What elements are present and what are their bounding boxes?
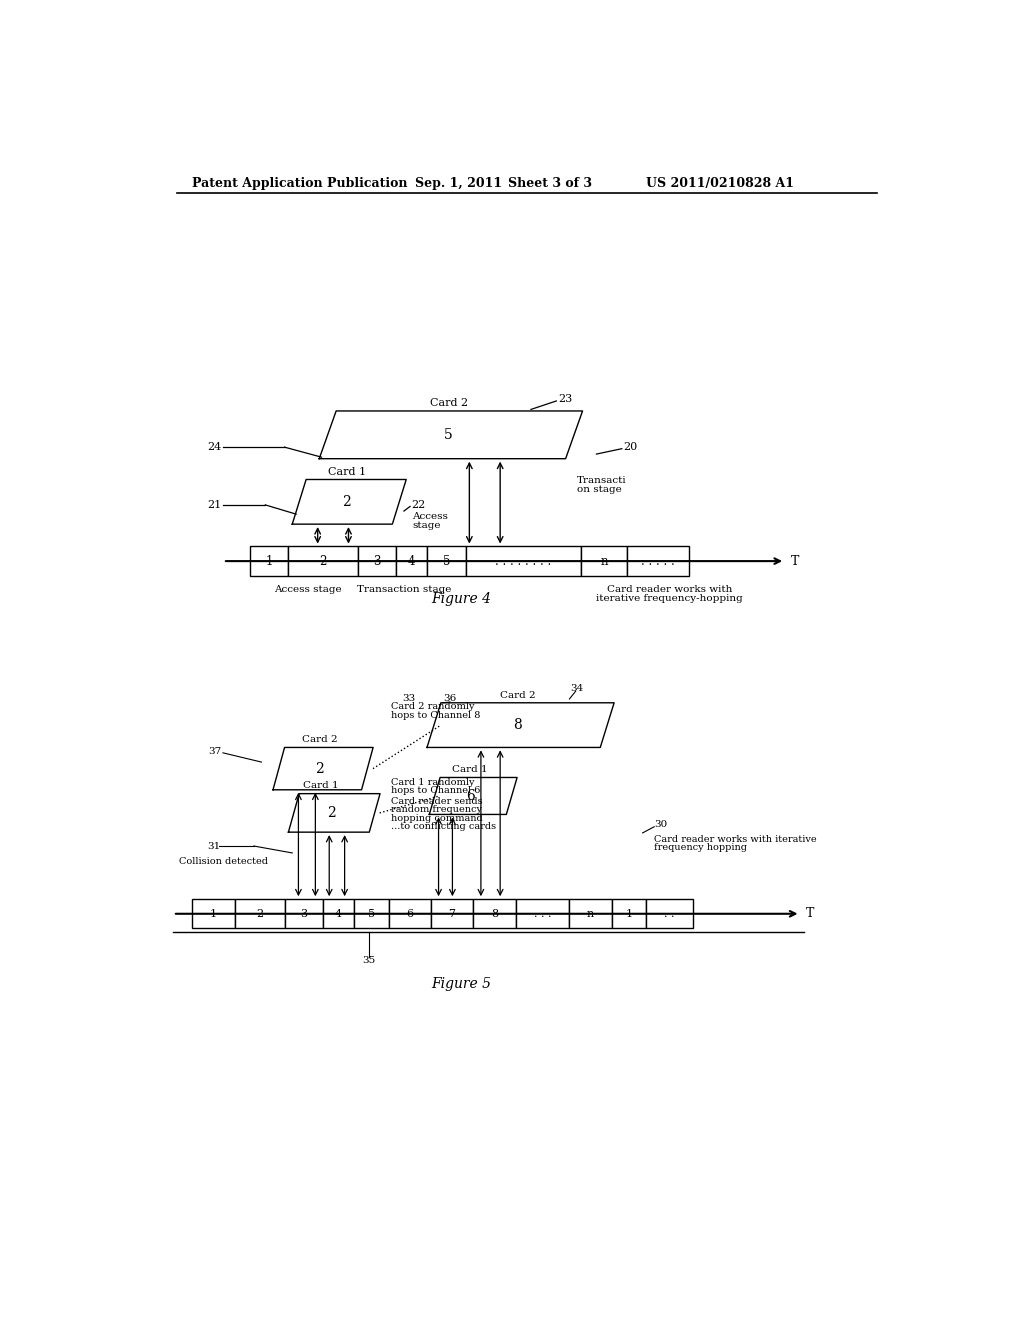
- Text: hops to Channel 6: hops to Channel 6: [391, 787, 480, 795]
- Bar: [431, 899, 473, 928]
- Bar: [396, 546, 427, 576]
- Text: 5: 5: [444, 428, 453, 442]
- Text: frequency hopping: frequency hopping: [654, 843, 748, 851]
- Text: n: n: [587, 908, 594, 919]
- Text: 2: 2: [343, 495, 351, 508]
- Text: Collision detected: Collision detected: [179, 857, 268, 866]
- Text: hops to Channel 8: hops to Channel 8: [391, 710, 480, 719]
- Text: Patent Application Publication: Patent Application Publication: [193, 177, 408, 190]
- Text: 2: 2: [327, 807, 336, 820]
- Text: random frequency: random frequency: [391, 805, 482, 814]
- Bar: [323, 899, 354, 928]
- Text: 2: 2: [256, 908, 263, 919]
- Text: 1: 1: [265, 554, 272, 568]
- Text: 8: 8: [490, 908, 498, 919]
- Bar: [581, 546, 628, 576]
- Text: 3: 3: [373, 554, 381, 568]
- Bar: [285, 899, 323, 928]
- Text: iterative frequency-hopping: iterative frequency-hopping: [596, 594, 743, 603]
- Text: 36: 36: [443, 694, 457, 704]
- Text: hopping command: hopping command: [391, 814, 482, 822]
- Text: 2: 2: [315, 762, 324, 776]
- Text: Figure 5: Figure 5: [432, 977, 492, 991]
- Bar: [234, 899, 285, 928]
- Text: 33: 33: [402, 694, 416, 704]
- Text: 31: 31: [208, 842, 221, 850]
- Text: 3: 3: [300, 908, 307, 919]
- Text: Card reader sends: Card reader sends: [391, 797, 482, 805]
- Text: Figure 4: Figure 4: [432, 591, 492, 606]
- Bar: [473, 899, 515, 928]
- Text: T: T: [792, 554, 800, 568]
- Text: . . .: . . .: [534, 908, 551, 919]
- Text: 2: 2: [319, 554, 327, 568]
- Text: Card 1: Card 1: [328, 467, 366, 477]
- Text: 5: 5: [442, 554, 450, 568]
- Text: 6: 6: [466, 789, 474, 803]
- Text: Card 1: Card 1: [453, 766, 488, 775]
- Text: 34: 34: [570, 684, 584, 693]
- Text: Card 1 randomly: Card 1 randomly: [391, 777, 474, 787]
- Text: Card reader works with: Card reader works with: [607, 585, 732, 594]
- Text: ...to conflicting cards: ...to conflicting cards: [391, 822, 496, 832]
- Text: 21: 21: [207, 500, 221, 510]
- Text: 30: 30: [654, 820, 668, 829]
- Text: 1: 1: [210, 908, 217, 919]
- Text: Card 2: Card 2: [500, 690, 536, 700]
- Text: Transacti: Transacti: [578, 475, 627, 484]
- Text: 23: 23: [558, 393, 572, 404]
- Text: T: T: [806, 907, 814, 920]
- Text: 5: 5: [368, 908, 375, 919]
- Text: 20: 20: [624, 442, 638, 453]
- Text: Card 1: Card 1: [303, 781, 339, 791]
- Bar: [611, 899, 646, 928]
- Bar: [354, 899, 388, 928]
- Text: 37: 37: [208, 747, 221, 756]
- Text: n: n: [600, 554, 608, 568]
- Text: 35: 35: [362, 956, 376, 965]
- Text: 4: 4: [335, 908, 342, 919]
- Text: stage: stage: [413, 521, 441, 531]
- Text: 24: 24: [207, 442, 221, 453]
- Text: . . . . .: . . . . .: [641, 554, 675, 568]
- Bar: [357, 546, 396, 576]
- Text: Card 2: Card 2: [302, 735, 337, 744]
- Text: Card reader works with iterative: Card reader works with iterative: [654, 834, 817, 843]
- Bar: [193, 899, 234, 928]
- Text: 22: 22: [412, 500, 426, 510]
- Text: 4: 4: [408, 554, 416, 568]
- Text: Card 2 randomly: Card 2 randomly: [391, 702, 474, 711]
- Text: Access: Access: [413, 512, 449, 521]
- Text: 8: 8: [513, 718, 522, 733]
- Text: US 2011/0210828 A1: US 2011/0210828 A1: [646, 177, 795, 190]
- Bar: [628, 546, 689, 576]
- Text: 1: 1: [626, 908, 633, 919]
- Text: Sheet 3 of 3: Sheet 3 of 3: [508, 177, 592, 190]
- Bar: [250, 546, 289, 576]
- Bar: [388, 899, 431, 928]
- Text: . .: . .: [665, 908, 675, 919]
- Bar: [569, 899, 611, 928]
- Bar: [289, 546, 357, 576]
- Bar: [646, 899, 692, 928]
- Text: Card 2: Card 2: [429, 399, 468, 408]
- Text: 6: 6: [407, 908, 414, 919]
- Text: on stage: on stage: [578, 484, 622, 494]
- Text: Sep. 1, 2011: Sep. 1, 2011: [416, 177, 503, 190]
- Bar: [427, 546, 466, 576]
- Bar: [515, 899, 569, 928]
- Text: . . . . . . . .: . . . . . . . .: [496, 554, 551, 568]
- Text: Access stage: Access stage: [273, 585, 341, 594]
- Bar: [466, 546, 581, 576]
- Text: 7: 7: [449, 908, 456, 919]
- Text: Transaction stage: Transaction stage: [356, 585, 452, 594]
